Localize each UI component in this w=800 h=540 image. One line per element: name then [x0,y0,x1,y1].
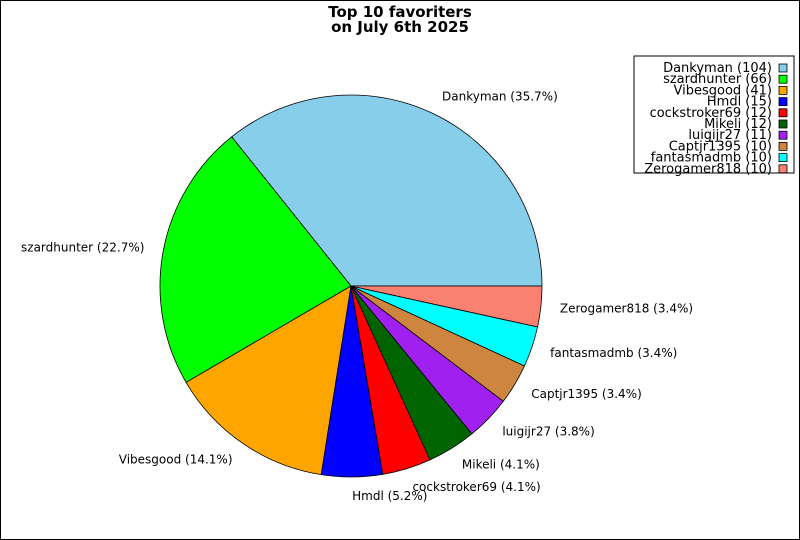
pie-slice-szardhunter [159,136,352,383]
slice-label: szardhunter (22.7%) [21,241,144,255]
legend-swatch [778,130,788,140]
slice-label: Hmdl (5.2%) [352,489,427,503]
legend-swatch [778,74,788,84]
slice-label: Zerogamer818 (3.4%) [560,302,693,316]
pie-slice-vibesgood [185,285,352,476]
legend-entry: fantasmadmb (10) [651,151,772,166]
legend-swatch [778,86,788,95]
legend-entry: szardhunter (66) [663,72,772,87]
slice-label: Mikeli (4.1%) [462,457,540,471]
slice-label: Vibesgood (14.1%) [119,453,233,467]
legend-entry: Mikeli (12) [704,117,772,132]
legend-swatch [778,97,788,106]
legend-entry: luigijr27 (11) [688,128,772,143]
legend-swatch [778,164,788,174]
legend-entry: Hmdl (15) [707,95,772,110]
legend-entry: Dankyman (104) [663,61,772,76]
pie-slice-zerogamer818 [350,285,543,328]
slice-label: Captjr1395 (3.4%) [531,387,642,401]
legend-swatch [778,153,788,163]
legend-box [633,55,795,174]
chart-title-line-2: on July 6th 2025 [331,18,469,36]
chart-title-line-1: Top 10 favoriters [328,3,472,21]
slice-label: fantasmadmb (3.4%) [550,346,677,360]
legend-swatch [778,108,788,118]
slice-label: cockstroker69 (4.1%) [412,480,540,494]
legend-entry: Vibesgood (41) [674,83,772,98]
slice-label: Dankyman (35.7%) [442,90,558,104]
slice-label: luigijr27 (3.8%) [502,425,594,439]
legend-swatch [778,63,788,73]
legend-swatch [778,141,788,151]
legend-entry: Zerogamer818 (10) [644,162,772,177]
pie-slice-dankyman [231,94,543,287]
legend-entry: cockstroker69 (12) [650,106,772,121]
legend-entry: Captjr1395 (10) [669,139,772,154]
legend-swatch [778,119,788,129]
